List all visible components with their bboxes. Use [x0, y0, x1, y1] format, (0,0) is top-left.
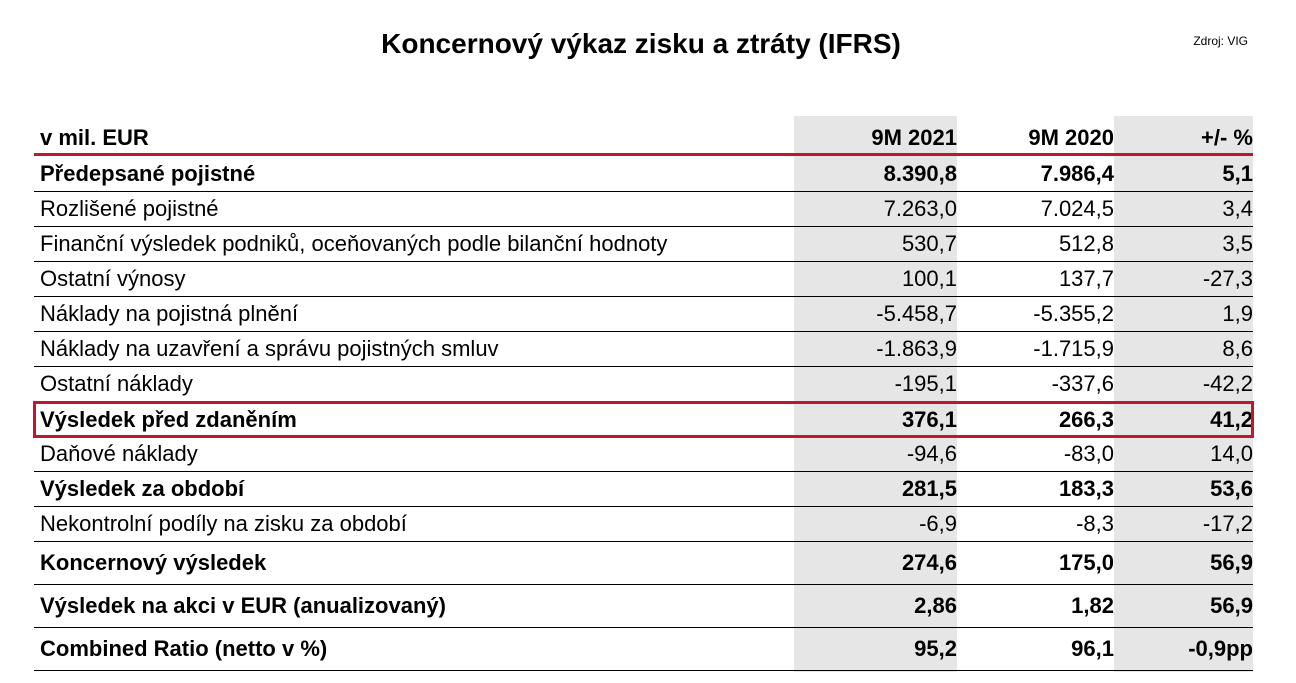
value-9m-2020: 512,8: [1058, 231, 1114, 256]
value-9m-2021: 8.390,8: [883, 161, 957, 186]
column-shade-9m-2021: [794, 116, 957, 672]
table-row: Combined Ratio (netto v %) 95,2 96,1 -0,…: [34, 628, 1253, 671]
value-9m-2021: 376,1: [901, 406, 957, 432]
value-9m-2020: -337,6: [1051, 371, 1114, 396]
value-change: 8,6: [1222, 336, 1253, 361]
table-row: Nekontrolní podíly na zisku za období -6…: [34, 507, 1253, 542]
row-label: Výsledek za období: [40, 476, 245, 501]
value-9m-2021: -6,9: [919, 511, 957, 536]
value-change: -27,3: [1202, 266, 1253, 291]
value-9m-2021: -5.458,7: [876, 301, 957, 326]
value-9m-2021: 95,2: [914, 636, 957, 661]
value-change: 14,0: [1210, 441, 1253, 466]
value-change: 53,6: [1210, 476, 1253, 501]
row-label: Předepsané pojistné: [40, 161, 256, 186]
row-label: Výsledek před zdaněním: [40, 406, 297, 432]
row-label: Rozlišené pojistné: [40, 196, 219, 221]
value-change: 5,1: [1222, 161, 1253, 186]
table-row: Výsledek na akci v EUR (anualizovaný) 2,…: [34, 585, 1253, 628]
table-row: Ostatní výnosy 100,1 137,7 -27,3: [34, 262, 1253, 297]
value-9m-2020: -83,0: [1063, 441, 1114, 466]
row-label: Náklady na uzavření a správu pojistných …: [40, 336, 499, 361]
value-change: 3,5: [1222, 231, 1253, 256]
row-label: Combined Ratio (netto v %): [40, 636, 328, 661]
value-9m-2020: 96,1: [1071, 636, 1114, 661]
row-label: Daňové náklady: [40, 441, 198, 466]
column-shade-change: [1114, 116, 1253, 672]
value-9m-2020: 137,7: [1058, 266, 1114, 291]
value-9m-2020: -8,3: [1076, 511, 1114, 536]
value-9m-2020: 7.986,4: [1040, 161, 1114, 186]
value-9m-2020: 266,3: [1058, 406, 1114, 432]
value-9m-2020: 1,82: [1071, 593, 1114, 618]
source-note: Zdroj: VIG: [1193, 34, 1248, 48]
header-change-percent: +/- %: [1201, 125, 1253, 150]
income-statement-table: v mil. EUR 9M 2021 9M 2020 +/- % Předeps…: [33, 116, 1254, 671]
table-row: Ostatní náklady -195,1 -337,6 -42,2: [34, 367, 1253, 402]
value-9m-2021: 274,6: [901, 550, 957, 575]
value-9m-2020: 175,0: [1058, 550, 1114, 575]
value-9m-2021: 7.263,0: [883, 196, 957, 221]
table-row: Náklady na pojistná plnění -5.458,7 -5.3…: [34, 297, 1253, 332]
value-change: 1,9: [1222, 301, 1253, 326]
value-change: 41,2: [1210, 406, 1253, 432]
table-row: Náklady na uzavření a správu pojistných …: [34, 332, 1253, 367]
table-row: Finanční výsledek podniků, oceňovaných p…: [34, 227, 1253, 262]
table-row: Výsledek za období 281,5 183,3 53,6: [34, 472, 1253, 507]
row-label: Náklady na pojistná plnění: [40, 301, 299, 326]
row-label: Ostatní náklady: [40, 371, 193, 396]
value-change: -17,2: [1202, 511, 1253, 536]
row-label: Finanční výsledek podniků, oceňovaných p…: [40, 231, 668, 256]
row-label: Nekontrolní podíly na zisku za období: [40, 511, 407, 536]
value-9m-2021: 2,86: [914, 593, 957, 618]
value-change: 3,4: [1222, 196, 1253, 221]
page-title: Koncernový výkaz zisku a ztráty (IFRS): [381, 28, 901, 59]
value-change: -42,2: [1202, 371, 1253, 396]
value-change: 56,9: [1210, 550, 1253, 575]
table-row: Rozlišené pojistné 7.263,0 7.024,5 3,4: [34, 192, 1253, 227]
row-label: Koncernový výsledek: [40, 550, 267, 575]
value-9m-2021: 281,5: [901, 476, 957, 501]
table-row: Koncernový výsledek 274,6 175,0 56,9: [34, 542, 1253, 585]
value-change: 56,9: [1210, 593, 1253, 618]
value-9m-2020: 183,3: [1058, 476, 1114, 501]
value-9m-2021: -1.863,9: [876, 336, 957, 361]
row-label: Výsledek na akci v EUR (anualizovaný): [40, 593, 446, 618]
value-9m-2021: -94,6: [906, 441, 957, 466]
value-9m-2020: -1.715,9: [1033, 336, 1114, 361]
value-9m-2021: -195,1: [894, 371, 957, 396]
row-label: Ostatní výnosy: [40, 266, 186, 291]
table-header-row: v mil. EUR 9M 2021 9M 2020 +/- %: [34, 116, 1253, 156]
value-9m-2020: 7.024,5: [1040, 196, 1114, 221]
header-unit-label: v mil. EUR: [40, 125, 149, 150]
header-9m-2021: 9M 2021: [871, 125, 957, 150]
table-row-highlighted: Výsledek před zdaněním 376,1 266,3 41,2: [33, 401, 1254, 438]
value-change: -0,9pp: [1188, 636, 1253, 661]
table-row: Daňové náklady -94,6 -83,0 14,0: [34, 437, 1253, 472]
value-9m-2020: -5.355,2: [1033, 301, 1114, 326]
table-row: Předepsané pojistné 8.390,8 7.986,4 5,1: [34, 157, 1253, 192]
value-9m-2021: 100,1: [901, 266, 957, 291]
value-9m-2021: 530,7: [901, 231, 957, 256]
header-9m-2020: 9M 2020: [1028, 125, 1114, 150]
